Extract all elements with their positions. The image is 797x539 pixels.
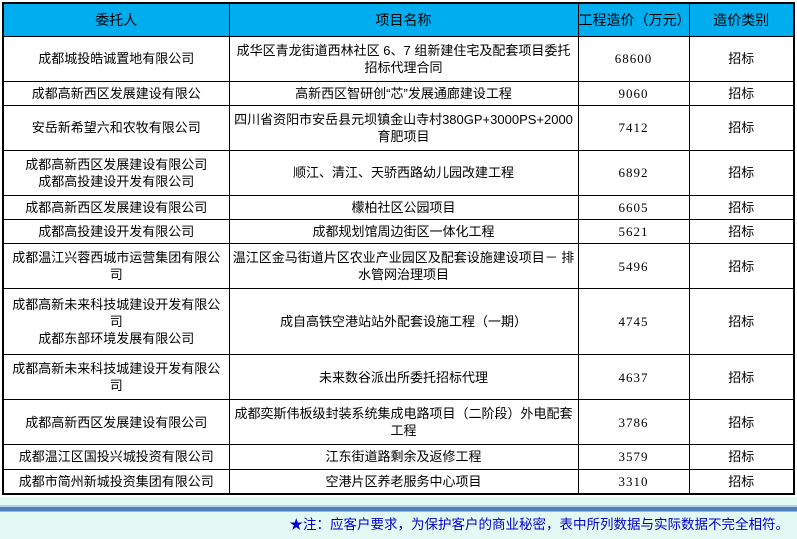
cell-project: 四川省资阳市安岳县元坝镇金山寺村380GP+3000PS+2000育肥项目 [228,104,579,151]
projects-table: 委托人 项目名称 工程造价（万元） 造价类别 成都城投皓诚置地有限公司 成华区青龙… [2,2,795,495]
cell-client: 成都温江区国投兴城投资有限公司 [2,444,230,470]
cell-project: 未来数谷派出所委托招标代理 [228,354,579,401]
cell-cost: 4745 [577,288,690,356]
cell-category: 招标 [688,354,795,401]
col-header-category: 造价类别 [688,2,795,37]
cell-cost: 5621 [577,219,690,245]
note-text: ★注：应客户要求，为保护客户的商业秘密，表中所列数据与实际数据不完全相符。 [289,517,790,532]
cell-cost: 5496 [577,243,690,290]
cell-project: 江东街道路剩余及返修工程 [228,444,579,470]
cell-category: 招标 [688,35,795,82]
table-row: 成都温江兴蓉西城市运营集团有限公司 温江区金马街道片区农业产业园区及配套设施建设项… [2,243,795,290]
cell-category: 招标 [688,219,795,245]
table-row: 安岳新希望六和农牧有限公司 四川省资阳市安岳县元坝镇金山寺村380GP+3000P… [2,104,795,151]
cell-cost: 6605 [577,194,690,221]
cell-client: 成都城投皓诚置地有限公司 [2,35,230,82]
cell-category: 招标 [688,80,795,106]
cell-client: 成都高新西区发展建设有限公司 [2,399,230,446]
table-row: 成都市简州新城投资集团有限公司 空港片区养老服务中心项目 3310 招标 [2,468,795,495]
cell-cost: 6892 [577,149,690,196]
cell-cost: 3310 [577,468,690,495]
cell-category: 招标 [688,444,795,470]
cell-category: 招标 [688,149,795,196]
cell-project: 成都规划馆周边街区一体化工程 [228,219,579,245]
table-row: 成都高新西区发展建设有限公司 成都奕斯伟板级封装系统集成电路项目（二阶段）外电配套… [2,399,795,446]
cell-client: 成都温江兴蓉西城市运营集团有限公司 [2,243,230,290]
cell-category: 招标 [688,288,795,356]
cell-category: 招标 [688,194,795,221]
cell-client: 成都高新未来科技城建设开发有限公司 成都东部环境发展有限公司 [2,288,230,356]
table-row: 成都高新西区发展建设有限公司 成都高投建设开发有限公司 顺江、清江、天骄西路幼儿园… [2,149,795,196]
cell-project: 檬柏社区公园项目 [228,194,579,221]
cell-project: 成都奕斯伟板级封装系统集成电路项目（二阶段）外电配套工程 [228,399,579,446]
col-header-client: 委托人 [2,2,230,37]
cell-client: 成都高新西区发展建设有限公司 成都高投建设开发有限公司 [2,149,230,196]
cell-cost: 3786 [577,399,690,446]
cell-client: 成都高新未来科技城建设开发有限公司 [2,354,230,401]
cell-cost: 9060 [577,80,690,106]
cell-project: 温江区金马街道片区农业产业园区及配套设施建设项目－ 排水管网治理项目 [228,243,579,290]
cell-client: 安岳新希望六和农牧有限公司 [2,104,230,151]
divider-bar [0,505,797,512]
cell-client: 成都高新西区发展建设有限公司 [2,194,230,221]
table-row: 成都高投建设开发有限公司 成都规划馆周边街区一体化工程 5621 招标 [2,219,795,245]
cell-project: 成自高铁空港站站外配套设施工程（一期） [228,288,579,356]
col-header-project: 项目名称 [228,2,579,37]
table-row: 成都高新未来科技城建设开发有限公司 成都东部环境发展有限公司 成自高铁空港站站外配… [2,288,795,356]
cell-client: 成都高投建设开发有限公司 [2,219,230,245]
table-row: 成都高新西区发展建设有限公司 檬柏社区公园项目 6605 招标 [2,194,795,221]
cell-project: 顺江、清江、天骄西路幼儿园改建工程 [228,149,579,196]
table-row: 成都温江区国投兴城投资有限公司 江东街道路剩余及返修工程 3579 招标 [2,444,795,470]
cell-category: 招标 [688,104,795,151]
cell-project: 空港片区养老服务中心项目 [228,468,579,495]
cell-client: 成都高新西区发展建设有限公 [2,80,230,106]
cell-project: 高新西区智研创“芯”发展通廊建设工程 [228,80,579,106]
cell-project: 成华区青龙街道西林社区 6、7 组新建住宅及配套项目委托招标代理合同 [228,35,579,82]
cell-cost: 68600 [577,35,690,82]
cell-cost: 3579 [577,444,690,470]
table-row: 成都高新未来科技城建设开发有限公司 未来数谷派出所委托招标代理 4637 招标 [2,354,795,401]
cell-cost: 4637 [577,354,690,401]
cell-category: 招标 [688,468,795,495]
table-body: 成都城投皓诚置地有限公司 成华区青龙街道西林社区 6、7 组新建住宅及配套项目委托… [2,35,795,495]
table-row: 成都高新西区发展建设有限公 高新西区智研创“芯”发展通廊建设工程 9060 招标 [2,80,795,106]
footer-note-area: ★注：应客户要求，为保护客户的商业秘密，表中所列数据与实际数据不完全相符。 [0,497,797,539]
cell-category: 招标 [688,243,795,290]
cell-cost: 7412 [577,104,690,151]
header-row: 委托人 项目名称 工程造价（万元） 造价类别 [2,2,795,37]
table-row: 成都城投皓诚置地有限公司 成华区青龙街道西林社区 6、7 组新建住宅及配套项目委托… [2,35,795,82]
col-header-cost: 工程造价（万元） [577,2,690,37]
cell-client: 成都市简州新城投资集团有限公司 [2,468,230,495]
cell-category: 招标 [688,399,795,446]
